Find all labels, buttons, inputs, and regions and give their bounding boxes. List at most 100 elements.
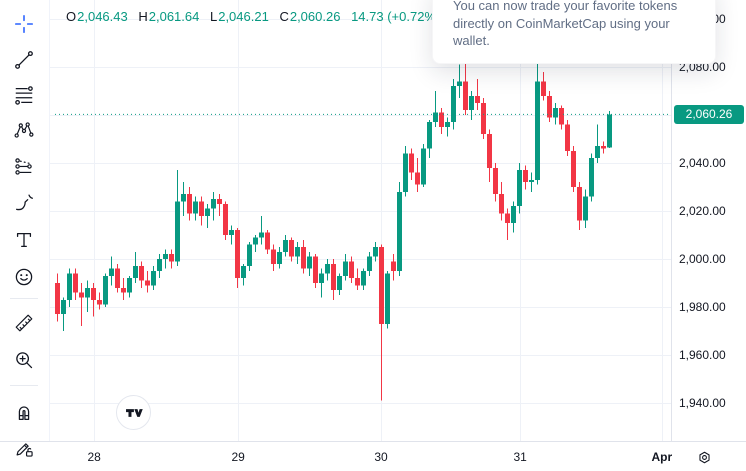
low-value: 2,046.21 xyxy=(218,9,269,24)
candle-body xyxy=(265,232,270,250)
candle-body xyxy=(241,266,246,279)
candle-body xyxy=(325,263,330,274)
candle-body xyxy=(187,194,192,214)
price-axis[interactable]: 2,060.26 2,100.002,080.002,040.002,020.0… xyxy=(671,0,746,441)
crosshair-icon xyxy=(13,13,35,35)
candle-body xyxy=(559,107,564,125)
candle-body xyxy=(205,208,210,216)
candle-body xyxy=(337,275,342,291)
candle-body xyxy=(391,261,396,271)
candle-body xyxy=(457,81,462,87)
text-icon xyxy=(13,229,35,251)
candle-body xyxy=(79,292,84,298)
candle-body xyxy=(331,263,336,291)
time-axis[interactable]: 28 29 30 31 Apr xyxy=(0,441,746,471)
magnet-icon xyxy=(13,401,35,423)
candle-body xyxy=(217,199,222,204)
open-value: 2,046.43 xyxy=(77,9,128,24)
tool-forecast[interactable] xyxy=(7,150,41,182)
candle-body xyxy=(463,81,468,111)
candle-body xyxy=(583,196,588,221)
candle-body xyxy=(547,95,552,118)
candle-body xyxy=(499,194,504,214)
current-price-label: 2,060.26 xyxy=(674,104,744,124)
candle-body xyxy=(259,232,264,238)
candle-body xyxy=(343,261,348,276)
candle-body xyxy=(601,146,606,149)
candle-body xyxy=(607,114,612,148)
candle-body xyxy=(379,247,384,324)
candle-body xyxy=(487,134,492,168)
tool-text[interactable] xyxy=(7,224,41,256)
time-axis-label-30: 30 xyxy=(374,450,388,464)
time-axis-label-apr: Apr xyxy=(651,450,673,464)
high-value: 2,061.64 xyxy=(148,9,200,24)
price-axis-label: 2,000.00 xyxy=(679,252,726,266)
candle-body xyxy=(523,170,528,183)
candle-body xyxy=(595,146,600,159)
low-label: L xyxy=(209,9,218,24)
candle-body xyxy=(277,251,282,264)
candle-body xyxy=(373,247,378,257)
candle-body xyxy=(571,151,576,187)
axis-settings-button[interactable] xyxy=(692,445,716,469)
tool-emoji[interactable] xyxy=(7,261,41,293)
tool-xabcd-pattern[interactable] xyxy=(7,114,41,146)
candle-body xyxy=(313,256,318,283)
candle-body xyxy=(283,239,288,252)
candle-body xyxy=(121,287,126,293)
close-label: C xyxy=(279,9,289,24)
tool-brush[interactable] xyxy=(7,186,41,218)
open-label: O xyxy=(66,9,77,24)
candle-body xyxy=(229,230,234,235)
candle-body xyxy=(67,273,72,300)
trend-line-icon xyxy=(13,49,35,71)
candle-body xyxy=(193,201,198,214)
price-axis-label: 1,960.00 xyxy=(679,348,726,362)
price-axis-label: 2,040.00 xyxy=(679,156,726,170)
wallet-promo-tooltip: You can now trade your favorite tokens d… xyxy=(432,0,716,64)
tool-draw-unlock[interactable] xyxy=(7,432,41,464)
candle-body xyxy=(145,280,150,286)
candle-body xyxy=(385,273,390,324)
tool-trend-line[interactable] xyxy=(7,44,41,76)
tradingview-logo-icon xyxy=(126,409,143,417)
candle-body xyxy=(181,194,186,202)
candle-body xyxy=(445,122,450,127)
candle-body xyxy=(361,271,366,286)
candle-body xyxy=(85,287,90,298)
forecast-icon xyxy=(13,155,35,177)
tool-fib-retracement[interactable] xyxy=(7,79,41,111)
candle-body xyxy=(493,167,498,195)
ohlc-legend: O2,046.43 H2,061.64 L2,046.21 C2,060.26 … xyxy=(66,9,440,24)
wallet-promo-text: You can now trade your favorite tokens d… xyxy=(453,0,678,48)
candle-body xyxy=(55,283,60,315)
candle-body xyxy=(163,254,168,259)
candlestick-chart[interactable] xyxy=(49,0,671,441)
candle-body xyxy=(529,179,534,183)
candle-body xyxy=(133,266,138,279)
tool-ruler[interactable] xyxy=(7,307,41,339)
chart-pane[interactable] xyxy=(49,0,671,441)
candle-body xyxy=(451,86,456,123)
candle-body xyxy=(409,153,414,173)
candle-body xyxy=(397,191,402,271)
tool-magnet[interactable] xyxy=(7,396,41,428)
tool-zoom-in[interactable] xyxy=(7,344,41,376)
tradingview-logo[interactable] xyxy=(116,395,151,430)
candle-body xyxy=(481,103,486,135)
ruler-icon xyxy=(13,312,35,334)
candle-body xyxy=(169,254,174,262)
candle-body xyxy=(307,256,312,269)
candle-body xyxy=(253,237,258,245)
candle-body xyxy=(157,259,162,271)
price-axis-label: 1,980.00 xyxy=(679,300,726,314)
candle-body xyxy=(517,170,522,207)
tool-crosshair[interactable] xyxy=(7,8,41,40)
candle-body xyxy=(151,271,156,286)
candle-body xyxy=(475,95,480,103)
gear-icon xyxy=(698,451,710,463)
emoji-icon xyxy=(13,266,35,288)
fib-retracement-icon xyxy=(13,84,35,106)
